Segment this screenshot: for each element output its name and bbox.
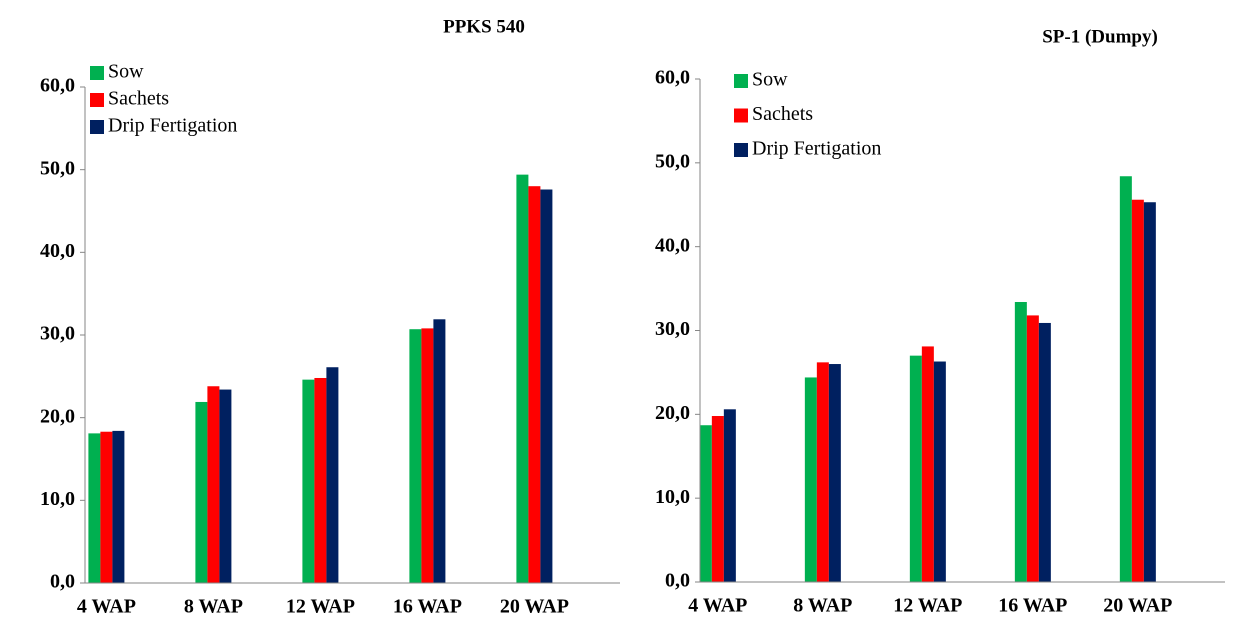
- x-tick-label: 16 WAP: [393, 596, 462, 618]
- bar: [433, 319, 446, 583]
- x-tick-label: 20 WAP: [500, 596, 569, 618]
- bar: [699, 425, 712, 582]
- bar: [112, 430, 125, 583]
- bar: [1038, 322, 1051, 582]
- bar: [723, 409, 736, 582]
- bar: [302, 379, 315, 583]
- bar: [409, 329, 422, 583]
- bar: [219, 389, 232, 583]
- legend-label: Sachets: [108, 88, 169, 110]
- bar: [1131, 199, 1144, 582]
- legend-swatch: [734, 108, 748, 123]
- legend-swatch: [90, 120, 104, 134]
- y-tick-label: 40,0: [655, 234, 690, 256]
- bar: [921, 346, 934, 582]
- x-tick-label: 8 WAP: [184, 596, 243, 618]
- bar: [1119, 176, 1132, 582]
- y-tick-label: 20,0: [40, 405, 75, 427]
- legend-label: Sow: [752, 69, 788, 91]
- bar: [933, 361, 946, 582]
- chart-title: PPKS 540: [443, 16, 525, 37]
- bar: [516, 174, 529, 584]
- bar: [528, 186, 541, 583]
- bar: [804, 377, 817, 582]
- legend-label: Sow: [108, 61, 144, 83]
- legend-swatch: [90, 93, 104, 107]
- bar: [88, 433, 101, 583]
- legend-label: Sachets: [752, 103, 813, 125]
- bar: [711, 416, 724, 582]
- bar: [421, 328, 434, 583]
- y-tick-label: 0,0: [665, 570, 690, 592]
- bar: [326, 367, 339, 583]
- bar: [909, 355, 922, 582]
- x-tick-label: 4 WAP: [77, 596, 136, 618]
- bar: [100, 431, 113, 583]
- y-tick-label: 30,0: [40, 323, 75, 345]
- bar: [828, 364, 841, 582]
- legend-label: Drip Fertigation: [752, 138, 881, 160]
- x-tick-label: 20 WAP: [1103, 595, 1172, 617]
- legend-swatch: [90, 66, 104, 80]
- y-tick-label: 0,0: [50, 571, 75, 593]
- y-tick-label: 40,0: [40, 240, 75, 262]
- y-tick-label: 50,0: [655, 150, 690, 172]
- bar: [195, 401, 208, 583]
- bar: [540, 189, 553, 584]
- legend-swatch: [734, 74, 748, 88]
- chart-title: SP-1 (Dumpy): [1042, 26, 1158, 47]
- y-tick-label: 60,0: [40, 75, 75, 97]
- legend-swatch: [734, 143, 748, 157]
- bar: [207, 386, 220, 583]
- legend-label: Drip Fertigation: [108, 115, 237, 137]
- x-tick-label: 12 WAP: [286, 596, 355, 618]
- y-tick-label: 30,0: [655, 318, 690, 340]
- x-tick-label: 12 WAP: [893, 595, 962, 617]
- bar: [314, 377, 327, 583]
- x-tick-label: 16 WAP: [998, 595, 1067, 617]
- bar: [1026, 315, 1039, 582]
- bar: [1143, 202, 1156, 583]
- x-tick-label: 8 WAP: [793, 595, 852, 617]
- bar: [1014, 301, 1027, 582]
- y-tick-label: 20,0: [655, 402, 690, 424]
- y-tick-label: 10,0: [655, 486, 690, 508]
- y-tick-label: 10,0: [40, 488, 75, 510]
- y-tick-label: 50,0: [40, 157, 75, 179]
- x-tick-label: 4 WAP: [688, 595, 747, 617]
- bar: [816, 362, 829, 582]
- y-tick-label: 60,0: [655, 67, 690, 89]
